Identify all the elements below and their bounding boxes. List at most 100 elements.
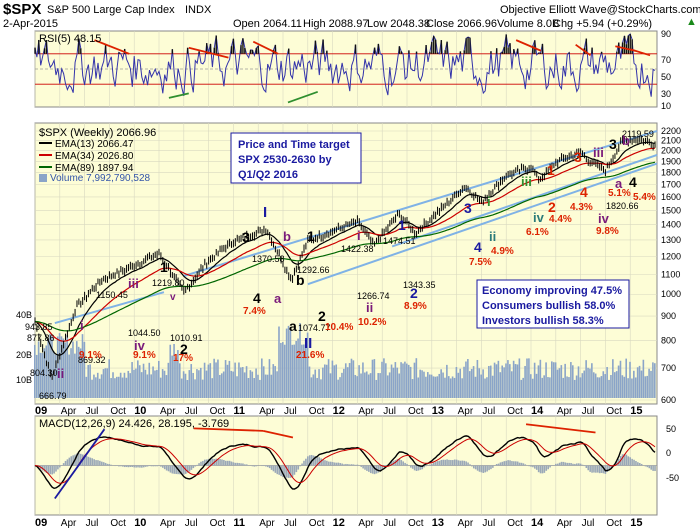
wave-label: v bbox=[170, 292, 176, 303]
macd-histogram-bar bbox=[79, 453, 82, 466]
volume-bar bbox=[217, 359, 219, 398]
volume-bar bbox=[62, 338, 65, 398]
volume-bar bbox=[54, 354, 57, 398]
macd-histogram-bar bbox=[228, 460, 231, 466]
macd-histogram-bar bbox=[450, 460, 452, 466]
price-legend-title: $SPX (Weekly) 2066.96 bbox=[39, 127, 156, 139]
macd-histogram-bar bbox=[360, 465, 363, 467]
volume-bar bbox=[173, 343, 175, 398]
macd-histogram-bar bbox=[497, 463, 500, 466]
volume-bar bbox=[137, 360, 139, 398]
macd-histogram-bar bbox=[474, 465, 477, 470]
volume-bar bbox=[562, 377, 565, 398]
x-tick-label: 13 bbox=[432, 517, 444, 529]
macd-label: MACD(12,26,9) 24.426, 28.195, -3.769 bbox=[39, 418, 229, 430]
macd-histogram-bar bbox=[215, 458, 218, 466]
volume-bar bbox=[530, 374, 532, 398]
macd-histogram-bar bbox=[102, 462, 105, 466]
macd-histogram-bar bbox=[616, 461, 618, 466]
volume-bar bbox=[575, 375, 578, 398]
macd-histogram-bar bbox=[333, 462, 336, 466]
volume-bar bbox=[91, 379, 93, 398]
x-tick-label: Jul bbox=[482, 406, 495, 417]
macd-histogram-bar bbox=[345, 463, 347, 466]
macd-histogram-bar bbox=[413, 465, 416, 471]
volume-bar bbox=[320, 379, 322, 398]
volume-bar bbox=[579, 377, 582, 398]
volume-bar bbox=[238, 362, 240, 398]
volume-bar bbox=[537, 365, 540, 398]
volume-bar bbox=[587, 367, 589, 398]
macd-histogram-bar bbox=[520, 462, 523, 466]
macd-histogram-bar bbox=[631, 458, 633, 466]
macd-histogram-bar bbox=[556, 463, 559, 466]
volume-bar bbox=[35, 354, 38, 398]
volume-bar bbox=[344, 363, 347, 398]
macd-histogram-bar bbox=[593, 465, 595, 473]
macd-histogram-bar bbox=[560, 461, 563, 466]
macd-histogram-bar bbox=[482, 465, 485, 473]
macd-histogram-bar bbox=[68, 457, 71, 466]
volume-bar bbox=[423, 371, 425, 398]
macd-histogram-bar bbox=[555, 463, 557, 466]
volume-bar bbox=[585, 360, 587, 398]
macd-histogram-bar bbox=[381, 465, 384, 470]
volume-bar bbox=[58, 333, 61, 398]
x-tick-label: Apr bbox=[458, 518, 474, 529]
volume-bar bbox=[482, 369, 484, 398]
volume-bar bbox=[455, 367, 458, 398]
rsi-divergence-line bbox=[287, 90, 319, 104]
macd-histogram-bar bbox=[534, 465, 536, 469]
macd-histogram-bar bbox=[499, 462, 502, 466]
macd-histogram-bar bbox=[148, 465, 151, 467]
volume-bar bbox=[234, 362, 236, 398]
macd-histogram-bar bbox=[83, 454, 86, 466]
rsi-tick: 10 bbox=[661, 101, 671, 111]
macd-histogram-bar bbox=[282, 465, 284, 477]
macd-histogram-bar bbox=[513, 461, 515, 466]
volume-bar bbox=[293, 344, 296, 398]
volume-bar bbox=[117, 376, 120, 398]
volume-bar bbox=[476, 359, 479, 398]
sentiment-box bbox=[476, 279, 630, 329]
macd-histogram-bar bbox=[648, 465, 651, 469]
wave-label: 3 bbox=[242, 229, 250, 245]
volume-bar bbox=[297, 338, 299, 398]
ema13-line bbox=[34, 141, 656, 356]
macd-histogram-bar bbox=[203, 459, 206, 466]
volume-bar bbox=[573, 379, 576, 398]
macd-histogram-bar bbox=[429, 464, 431, 466]
macd-histogram-bar bbox=[583, 465, 586, 467]
volume-bar bbox=[550, 361, 553, 398]
macd-tick: 0 bbox=[666, 448, 671, 458]
x-tick-label: Apr bbox=[259, 406, 275, 417]
macd-histogram-bar bbox=[629, 457, 632, 466]
macd-histogram-bar bbox=[320, 458, 322, 466]
volume-bar bbox=[102, 369, 105, 398]
macd-histogram-bar bbox=[627, 456, 630, 466]
macd-histogram-bar bbox=[539, 465, 542, 474]
macd-histogram-bar bbox=[194, 465, 197, 467]
volume-bar bbox=[219, 374, 221, 398]
x-tick-label: Apr bbox=[358, 518, 374, 529]
pct-label: 21.6% bbox=[296, 350, 324, 361]
volume-bar bbox=[131, 362, 133, 398]
volume-bar bbox=[634, 377, 637, 398]
volume-bar bbox=[396, 367, 399, 398]
volume-bar bbox=[289, 330, 292, 398]
macd-histogram-bar bbox=[514, 461, 517, 466]
macd-histogram-bar bbox=[566, 462, 569, 466]
ema89-legend: EMA(89) 1897.94 bbox=[39, 163, 134, 174]
volume-bar bbox=[598, 377, 601, 398]
volume-bar bbox=[465, 361, 467, 398]
macd-histogram-bar bbox=[585, 465, 588, 469]
wave-label: a bbox=[274, 291, 282, 306]
rsi-divergence-line bbox=[629, 48, 651, 57]
macd-histogram-bar bbox=[265, 465, 267, 467]
volume-bar bbox=[415, 358, 418, 398]
macd-line bbox=[34, 435, 656, 490]
macd-histogram-bar bbox=[150, 465, 153, 467]
macd-divergence-line bbox=[193, 427, 264, 432]
volume-bar bbox=[123, 372, 126, 398]
wave-label: 2 bbox=[318, 308, 326, 324]
